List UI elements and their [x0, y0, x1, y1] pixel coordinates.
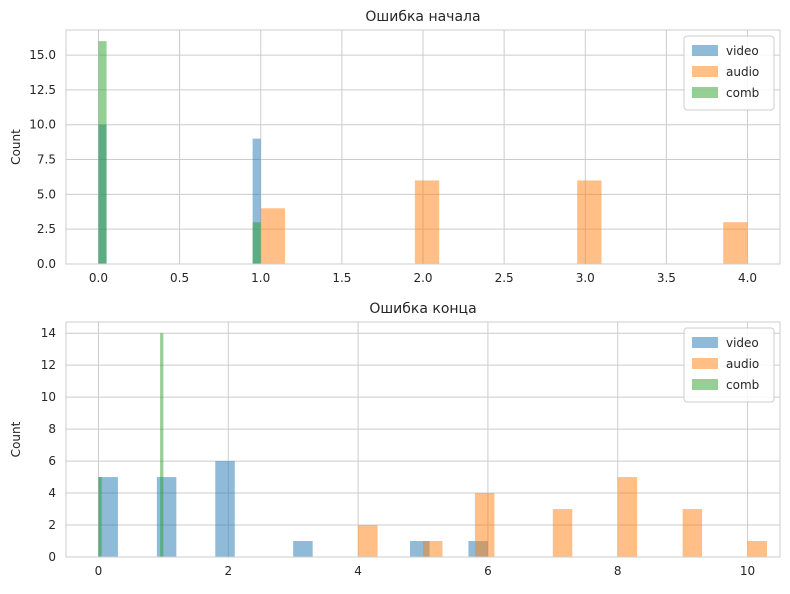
y-tick-label: 10: [41, 390, 56, 404]
x-tick-label: 1.5: [332, 271, 351, 285]
bar-audio: [682, 509, 703, 557]
x-tick-label: 10: [740, 564, 755, 578]
x-tick-label: 3.5: [657, 271, 676, 285]
legend-label-video: video: [726, 44, 759, 58]
bar-audio: [552, 509, 573, 557]
x-tick-label: 6: [484, 564, 492, 578]
y-tick-label: 0.0: [37, 257, 56, 271]
x-tick-label: 2.5: [495, 271, 514, 285]
y-tick-label: 12.5: [29, 83, 56, 97]
plot-frame: [65, 29, 781, 265]
y-tick-label: 6: [48, 454, 56, 468]
x-tick-label: 2.0: [413, 271, 432, 285]
plot-frame: [65, 321, 781, 558]
legend-label-comb: comb: [726, 378, 759, 392]
x-tick-label: 0.0: [89, 271, 108, 285]
bar-comb: [98, 477, 102, 557]
bar-audio: [358, 525, 378, 557]
y-tick-label: 2.5: [37, 222, 56, 236]
legend-label-video: video: [726, 336, 759, 350]
legend-swatch-audio: [692, 66, 718, 77]
bar-audio: [723, 222, 748, 264]
bar-video: [156, 477, 177, 557]
y-tick-label: 14: [41, 326, 56, 340]
bar-audio: [577, 180, 602, 264]
bar-audio: [260, 208, 286, 264]
bar-audio: [414, 180, 440, 264]
bar-comb: [252, 222, 261, 264]
bar-video: [252, 138, 261, 264]
x-tick-label: 4.0: [738, 271, 757, 285]
y-tick-label: 2: [48, 518, 56, 532]
bar-audio: [423, 541, 443, 557]
end-error-panel: 0 2 4 6 8 10 0 2 4 6 8 10 12 14 Ошибка конца Count video…: [9, 301, 781, 578]
legend-swatch-comb: [692, 87, 718, 98]
bar-audio: [747, 541, 768, 557]
chart-title: Ошибка конца: [369, 301, 476, 317]
legend-label-comb: comb: [726, 86, 759, 100]
legend-swatch-video: [692, 45, 718, 56]
x-tick-label: 0: [95, 564, 103, 578]
bar-video: [215, 461, 235, 557]
bar-audio: [474, 493, 495, 557]
y-tick-label: 8: [48, 422, 56, 436]
bar-video: [293, 541, 313, 557]
start-error-panel: 0.0 0.5 1.0 1.5 2.0 2.5 3.0 3.5 4.0 0.0 2.5 5.0 7.5 1…: [9, 9, 781, 285]
chart-title: Ошибка начала: [365, 9, 480, 25]
y-tick-label: 15.0: [29, 48, 56, 62]
legend-swatch-video: [692, 337, 718, 348]
x-tick-label: 3.0: [576, 271, 595, 285]
bar-audio: [617, 477, 638, 557]
bar-comb: [160, 333, 164, 557]
y-tick-label: 7.5: [37, 153, 56, 167]
y-tick-label: 10.0: [29, 118, 56, 132]
legend-label-audio: audio: [726, 357, 759, 371]
x-tick-label: 0.5: [170, 271, 189, 285]
x-tick-label: 2: [224, 564, 232, 578]
y-axis-label: Count: [9, 129, 23, 165]
x-tick-label: 8: [614, 564, 622, 578]
y-axis-label: Count: [9, 421, 23, 457]
x-tick-label: 1.0: [251, 271, 270, 285]
legend-swatch-audio: [692, 358, 718, 369]
y-tick-label: 12: [41, 358, 56, 372]
y-tick-label: 5.0: [37, 187, 56, 201]
x-tick-label: 4: [354, 564, 362, 578]
y-tick-label: 4: [48, 486, 56, 500]
legend-label-audio: audio: [726, 65, 759, 79]
y-tick-label: 0: [48, 550, 56, 564]
bar-comb: [98, 41, 107, 265]
bar-video: [98, 477, 118, 557]
legend-swatch-comb: [692, 379, 718, 390]
